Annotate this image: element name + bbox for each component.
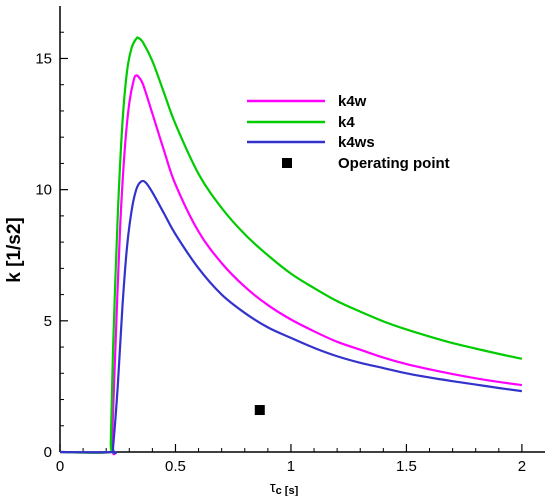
x-tick-label: 0.5 [165,458,186,475]
operating-point-marker [254,405,265,416]
series-line-k4w [59,74,523,456]
x-tick-label: 1.5 [396,458,417,475]
x-tick-label: 1 [287,458,295,475]
x-axis-title-unit: [s] [285,485,299,496]
y-tick-label: 0 [44,444,52,461]
legend-swatch-operating-point [282,158,292,168]
x-axis-title: τc [s] [270,479,299,496]
y-tick-label: 10 [35,182,52,199]
legend-label-k4: k4 [338,114,355,131]
legend-label-k4w: k4w [338,93,367,110]
x-axis-title-symbol: τ [270,479,276,496]
x-tick-label: 2 [518,458,526,475]
marker-layer [254,405,265,416]
x-tick-label: 0 [56,458,64,475]
y-tick-label: 15 [35,50,52,67]
y-axis-title: k [1/s2] [4,217,25,282]
tick-marks [59,31,523,453]
tick-labels: 0 0.5 1 1.5 2 0 5 10 15 [35,50,526,475]
legend-label-operating-point: Operating point [338,155,450,172]
legend: k4w k4 k4ws Operating point [247,93,450,172]
series-line-k4 [59,36,523,454]
series-layer [59,36,523,456]
x-axis-title-subscript: c [276,485,282,496]
axes [59,6,545,453]
series-line-k4ws [59,179,523,455]
y-tick-label: 5 [44,313,52,330]
legend-label-k4ws: k4ws [338,134,375,151]
